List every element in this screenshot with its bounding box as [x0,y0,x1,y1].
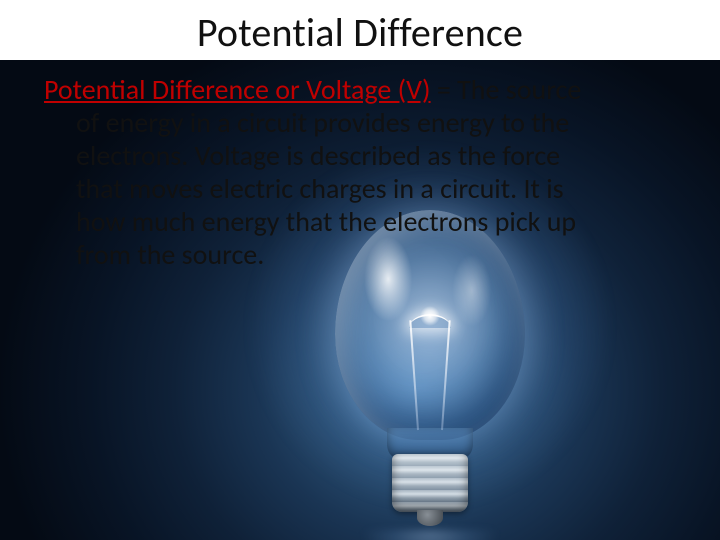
definition-line2: of energy in a circuit provides energy t… [76,106,680,139]
slide-title: Potential Difference [38,8,682,57]
definition-sep: = [431,72,458,107]
definition-line6: from the source. [76,238,680,271]
definition-line1-rest: The source [457,72,581,107]
slide-content: Potential Difference Potential Differenc… [0,0,720,540]
definition-line4: that moves electric charges in a circuit… [76,172,680,205]
definition-line3: electrons. Voltage is described as the f… [76,139,680,172]
slide-body: Potential Difference or Voltage (V) = Th… [38,73,682,271]
definition-line5: how much energy that the electrons pick … [76,205,680,238]
definition-term: Potential Difference or Voltage (V) [44,72,431,107]
